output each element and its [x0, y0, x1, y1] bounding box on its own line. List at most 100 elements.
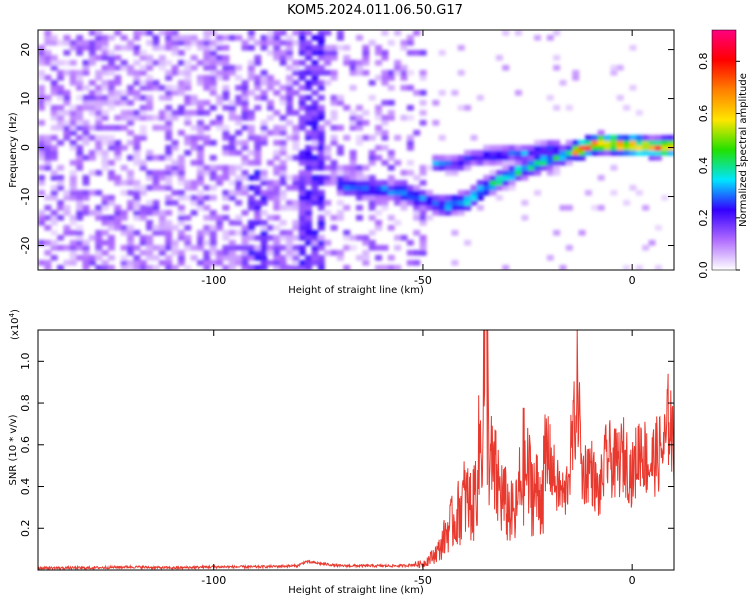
- heatmap-cell: [69, 60, 77, 66]
- heatmap-cell: [203, 240, 211, 246]
- heatmap-cell: [438, 195, 446, 201]
- heatmap-cell: [57, 60, 65, 66]
- heatmap-cell: [177, 220, 185, 226]
- heatmap-cell: [286, 135, 293, 141]
- heatmap-cell: [76, 190, 84, 196]
- heatmap-cell: [362, 50, 370, 56]
- heatmap-cell: [591, 145, 599, 151]
- heatmap-cell: [375, 155, 383, 161]
- heatmap-cell: [604, 150, 611, 156]
- heatmap-cell: [101, 215, 109, 221]
- heatmap-cell: [273, 215, 281, 221]
- heatmap-cell: [305, 70, 313, 76]
- heatmap-cell: [203, 100, 211, 106]
- heatmap-cell: [146, 80, 154, 86]
- heatmap-cell: [95, 150, 103, 156]
- heatmap-cell: [438, 165, 446, 171]
- heatmap-cell: [171, 240, 179, 246]
- heatmap-cell: [228, 35, 236, 41]
- heatmap-cell: [107, 175, 115, 181]
- heatmap-cell: [127, 180, 134, 186]
- heatmap-cell: [254, 85, 262, 91]
- heatmap-cell: [349, 180, 357, 186]
- heatmap-cell: [298, 40, 306, 46]
- heatmap-cell: [190, 65, 198, 71]
- heatmap-cell: [197, 75, 204, 81]
- heatmap-cell: [222, 125, 230, 131]
- spectrogram-y-tick-label: -10: [19, 188, 32, 206]
- heatmap-cell: [127, 200, 134, 206]
- heatmap-cell: [292, 235, 300, 241]
- heatmap-cell: [419, 100, 427, 106]
- heatmap-cell: [502, 175, 510, 181]
- heatmap-cell: [489, 150, 497, 156]
- heatmap-cell: [515, 170, 522, 176]
- heatmap-cell: [139, 50, 147, 56]
- heatmap-cell: [311, 50, 319, 56]
- heatmap-cell: [197, 195, 204, 201]
- heatmap-cell: [432, 200, 440, 206]
- heatmap-cell: [546, 95, 554, 101]
- snr-x-ticks: -100 -50 0: [201, 330, 636, 587]
- heatmap-cell: [375, 105, 383, 111]
- heatmap-cell: [184, 80, 192, 86]
- heatmap-cell: [120, 145, 128, 151]
- heatmap-cell: [197, 260, 204, 266]
- heatmap-cell: [222, 265, 230, 270]
- heatmap-cell: [165, 120, 173, 126]
- heatmap-cell: [197, 240, 204, 246]
- heatmap-cell: [76, 165, 84, 171]
- heatmap-cell: [203, 50, 211, 56]
- heatmap-cell: [254, 255, 262, 261]
- heatmap-cell: [527, 145, 535, 151]
- heatmap-cell: [158, 60, 166, 66]
- heatmap-cell: [368, 240, 376, 246]
- heatmap-cell: [197, 45, 204, 51]
- heatmap-cell: [356, 235, 363, 241]
- heatmap-cell: [107, 70, 115, 76]
- heatmap-cell: [241, 250, 249, 256]
- heatmap-cell: [197, 150, 204, 156]
- heatmap-cell: [489, 180, 497, 186]
- heatmap-cell: [305, 130, 313, 136]
- heatmap-cell: [190, 135, 198, 141]
- heatmap-cell: [171, 115, 179, 121]
- heatmap-cell: [260, 130, 268, 136]
- heatmap-cell: [216, 125, 224, 131]
- heatmap-cell: [88, 80, 96, 86]
- heatmap-cell: [292, 60, 300, 66]
- heatmap-cell: [508, 185, 516, 191]
- heatmap-cell: [317, 200, 325, 206]
- heatmap-cell: [209, 215, 217, 221]
- heatmap-cell: [235, 175, 243, 181]
- heatmap-cell: [241, 170, 249, 176]
- heatmap-cell: [648, 145, 656, 151]
- heatmap-cell: [349, 120, 357, 126]
- heatmap-cell: [381, 160, 389, 166]
- heatmap-cell: [419, 180, 427, 186]
- heatmap-cell: [266, 100, 274, 106]
- heatmap-cell: [184, 45, 192, 51]
- heatmap-cell: [222, 85, 230, 91]
- heatmap-cell: [44, 250, 52, 256]
- heatmap-cell: [419, 110, 427, 116]
- heatmap-cell: [95, 90, 103, 96]
- heatmap-cell: [279, 100, 287, 106]
- heatmap-cell: [228, 190, 236, 196]
- heatmap-cell: [597, 205, 605, 211]
- heatmap-cell: [406, 50, 414, 56]
- heatmap-cell: [292, 70, 300, 76]
- snr-series-line: [38, 330, 674, 570]
- heatmap-cell: [146, 85, 154, 91]
- heatmap-cell: [133, 35, 141, 41]
- heatmap-cell: [438, 160, 446, 166]
- heatmap-cell: [591, 150, 599, 156]
- heatmap-cell: [228, 100, 236, 106]
- heatmap-cell: [38, 135, 45, 141]
- heatmap-cell: [470, 155, 478, 161]
- heatmap-cell: [152, 175, 160, 181]
- heatmap-cell: [311, 235, 319, 241]
- heatmap-cell: [101, 220, 109, 226]
- heatmap-cell: [305, 30, 313, 36]
- heatmap-cell: [63, 40, 71, 46]
